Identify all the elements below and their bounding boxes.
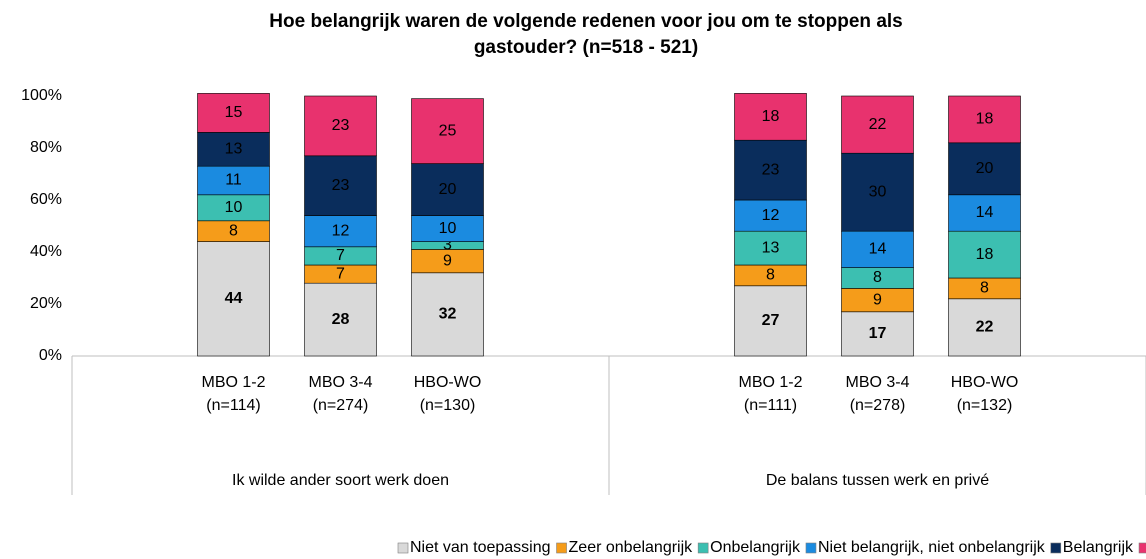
bar-segment xyxy=(734,93,807,141)
value-label: 18 xyxy=(976,246,994,263)
value-label: 18 xyxy=(976,111,994,128)
x-tick-label: MBO 3-4 xyxy=(308,374,372,391)
chart-title: Hoe belangrijk waren de volgende redenen… xyxy=(269,11,902,32)
bar-segment xyxy=(734,285,807,357)
bar-segment xyxy=(304,282,377,357)
value-label: 10 xyxy=(439,220,457,237)
value-label: 14 xyxy=(976,204,994,221)
y-tick-label: 60% xyxy=(30,191,62,208)
x-tick-label: (n=111) xyxy=(744,397,797,414)
bar-segment xyxy=(841,95,914,154)
x-tick-label: MBO 3-4 xyxy=(845,374,909,391)
group-label: De balans tussen werk en privé xyxy=(766,472,989,489)
bar-segment xyxy=(197,241,270,357)
value-label: 9 xyxy=(443,252,452,269)
x-tick-label: (n=132) xyxy=(957,397,1013,414)
legend-label: Belangrijk xyxy=(1063,539,1134,556)
value-label: 14 xyxy=(869,241,887,258)
value-label: 30 xyxy=(869,183,887,200)
bar-segment xyxy=(304,95,377,157)
legend-label: Niet van toepassing xyxy=(410,539,551,556)
group-label: Ik wilde ander soort werk doen xyxy=(232,472,449,489)
x-tick-label: (n=274) xyxy=(313,397,369,414)
bar-segment xyxy=(411,98,484,164)
x-tick-label: (n=114) xyxy=(206,397,260,414)
value-label: 8 xyxy=(229,222,238,239)
legend-swatch xyxy=(397,542,409,554)
bar-segment xyxy=(197,165,270,196)
value-label: 12 xyxy=(332,222,350,239)
bar-segment xyxy=(948,194,1021,232)
legend-swatch xyxy=(1050,542,1062,554)
chart-title: gastouder? (n=518 - 521) xyxy=(474,37,698,58)
bar-segment xyxy=(304,155,377,216)
value-label: 28 xyxy=(332,311,350,328)
bar-segment xyxy=(734,230,807,266)
legend-swatch xyxy=(556,542,567,554)
value-label: 9 xyxy=(873,291,882,308)
value-label: 22 xyxy=(976,319,994,336)
bar-segment xyxy=(948,298,1021,357)
x-tick-label: MBO 1-2 xyxy=(201,374,265,391)
value-label: 8 xyxy=(980,280,989,297)
value-label: 13 xyxy=(225,141,243,158)
bar-segment xyxy=(197,194,270,222)
bar-segment xyxy=(197,93,270,133)
value-label: 8 xyxy=(766,267,775,284)
x-tick-label: (n=278) xyxy=(850,397,906,414)
value-label: 11 xyxy=(225,172,242,189)
value-label: 17 xyxy=(869,325,887,342)
value-label: 8 xyxy=(873,269,882,286)
value-label: 25 xyxy=(439,122,457,139)
x-tick-label: HBO-WO xyxy=(951,374,1019,391)
x-tick-label: (n=130) xyxy=(420,397,476,414)
value-label: 23 xyxy=(762,161,780,178)
bar-segment xyxy=(734,139,807,201)
legend-swatch xyxy=(805,542,817,554)
value-label: 20 xyxy=(439,181,457,198)
y-tick-label: 20% xyxy=(30,295,62,312)
value-label: 20 xyxy=(976,160,994,177)
bar-segment xyxy=(411,272,484,357)
legend-label: Onbelangrijk xyxy=(710,539,801,556)
value-label: 44 xyxy=(225,290,243,307)
legend-swatch xyxy=(1138,542,1146,554)
value-label: 3 xyxy=(443,237,452,254)
value-label: 27 xyxy=(762,312,780,329)
bar-segment xyxy=(841,311,914,357)
legend-label: Zeer onbelangrijk xyxy=(569,539,694,556)
bar-segment xyxy=(841,152,914,232)
y-tick-label: 0% xyxy=(39,347,62,364)
value-label: 13 xyxy=(762,239,780,256)
value-label: 15 xyxy=(225,104,243,121)
value-label: 7 xyxy=(336,265,345,282)
y-tick-label: 80% xyxy=(30,139,62,156)
y-tick-label: 100% xyxy=(21,87,62,104)
value-label: 32 xyxy=(439,306,457,323)
bar-segment xyxy=(304,215,377,248)
bar-segment xyxy=(734,199,807,232)
value-label: 22 xyxy=(869,116,887,133)
y-tick-label: 40% xyxy=(30,243,62,260)
x-tick-label: HBO-WO xyxy=(414,374,482,391)
legend-label: Niet belangrijk, niet onbelangrijk xyxy=(818,539,1046,556)
value-label: 12 xyxy=(762,207,780,224)
bar-segment xyxy=(841,230,914,268)
bar-segment xyxy=(411,163,484,216)
legend-swatch xyxy=(697,542,709,554)
x-tick-label: MBO 1-2 xyxy=(738,374,802,391)
value-label: 23 xyxy=(332,177,350,194)
bar-segment xyxy=(948,142,1021,196)
value-label: 7 xyxy=(336,247,345,264)
bar-segment xyxy=(948,95,1021,144)
value-label: 10 xyxy=(225,199,243,216)
value-label: 23 xyxy=(332,117,350,134)
value-label: 18 xyxy=(762,108,780,125)
